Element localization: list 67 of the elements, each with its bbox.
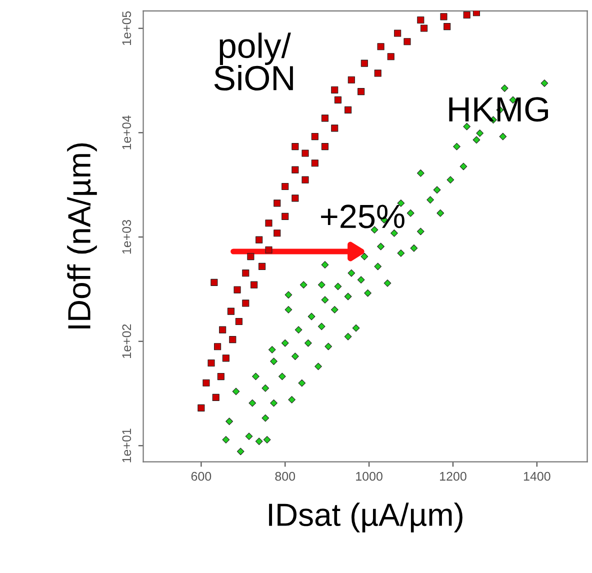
point [404, 38, 411, 46]
point [274, 230, 281, 237]
point [394, 30, 402, 37]
point [222, 354, 230, 362]
y-tick-label: 1e+02 [122, 324, 132, 358]
annotation: +25% [321, 204, 404, 228]
y-tick-label: 1e+03 [122, 220, 132, 254]
point [202, 379, 210, 386]
point [258, 262, 266, 270]
point [472, 10, 480, 16]
point [321, 143, 329, 150]
point [227, 308, 235, 315]
point [334, 96, 342, 104]
point [331, 86, 338, 94]
x-tick-label: 600 [191, 472, 212, 481]
point [374, 70, 382, 77]
point [377, 43, 384, 50]
point [282, 212, 289, 220]
x-tick-label: 800 [275, 472, 296, 481]
y-tick-label: 1e+04 [122, 115, 132, 150]
point [444, 23, 451, 30]
point [234, 286, 241, 294]
point [463, 11, 470, 19]
series-label: poly/ SiON [214, 32, 293, 91]
point [417, 16, 424, 24]
point [292, 194, 299, 202]
x-tick-label: 1000 [356, 472, 382, 481]
point [302, 150, 309, 157]
point [348, 76, 355, 84]
x-tick-label: 1400 [524, 472, 550, 481]
x-axis-title: IDsat (µA/µm) [269, 502, 462, 532]
point [235, 318, 242, 326]
point [274, 200, 281, 207]
point [208, 359, 215, 367]
point [420, 24, 428, 32]
point [265, 220, 272, 227]
point [292, 166, 299, 174]
point [265, 246, 272, 254]
point [242, 300, 250, 307]
point [256, 236, 263, 244]
y-tick-label: 1e+05 [122, 11, 132, 45]
point [360, 60, 368, 67]
point [311, 132, 318, 140]
y-axis-title: IDoff (nA/µm) [67, 143, 97, 328]
point [331, 124, 338, 132]
point [344, 106, 352, 114]
point [358, 88, 365, 96]
point [321, 114, 329, 122]
point [292, 143, 299, 150]
point [198, 404, 205, 412]
point [229, 336, 236, 344]
point [387, 53, 394, 60]
point [214, 343, 222, 350]
x-tick-label: 1200 [440, 472, 466, 481]
point [250, 281, 258, 288]
point [440, 13, 448, 20]
point [302, 176, 309, 184]
series-label: HKMG [449, 97, 548, 122]
point [217, 372, 224, 380]
point [242, 270, 250, 277]
point [212, 394, 220, 401]
point [210, 278, 218, 286]
y-tick-label: 1e+01 [122, 428, 132, 462]
point [219, 326, 226, 334]
point [282, 182, 289, 190]
point [247, 252, 254, 260]
point [311, 160, 318, 167]
